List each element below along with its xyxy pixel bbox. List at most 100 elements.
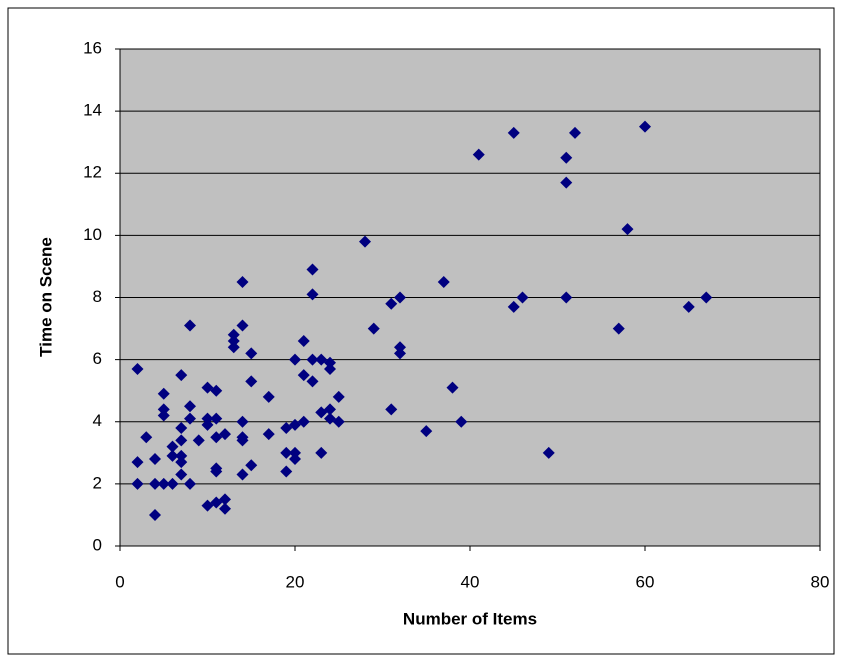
point — [324, 403, 336, 416]
point — [210, 384, 223, 397]
x-tick-label: 60 — [636, 572, 655, 591]
point — [516, 291, 529, 304]
point — [306, 353, 319, 366]
point — [210, 465, 223, 478]
point — [236, 468, 249, 481]
point — [385, 297, 398, 310]
point — [437, 275, 450, 288]
point — [227, 341, 240, 354]
point — [682, 300, 695, 313]
point — [332, 390, 345, 403]
point — [639, 120, 651, 133]
point — [219, 493, 231, 506]
point — [157, 403, 170, 416]
x-tick-label: 20 — [286, 572, 305, 591]
point — [157, 409, 170, 422]
point — [149, 477, 161, 490]
point — [289, 453, 301, 466]
point — [280, 446, 293, 459]
point — [227, 328, 240, 341]
point — [245, 375, 258, 388]
point — [227, 334, 240, 347]
y-axis-title: Time on Scene — [36, 237, 55, 357]
point — [324, 356, 336, 369]
point — [280, 465, 293, 478]
point — [175, 468, 188, 481]
point — [140, 431, 153, 444]
point — [569, 126, 581, 139]
point — [245, 347, 258, 360]
point — [297, 415, 310, 428]
y-tick-label: 4 — [93, 411, 102, 430]
x-axis-title: Number of Items — [403, 609, 537, 628]
point — [236, 319, 249, 332]
point — [166, 449, 179, 462]
point — [297, 334, 310, 347]
point — [184, 477, 196, 490]
point — [184, 412, 196, 425]
y-tick-label: 6 — [93, 349, 102, 368]
point — [149, 508, 161, 521]
point — [472, 148, 485, 161]
point — [184, 400, 196, 413]
point — [289, 353, 301, 366]
point — [306, 288, 319, 301]
point — [385, 403, 398, 416]
y-tick-label: 12 — [83, 163, 102, 182]
point — [166, 440, 179, 453]
x-tick-label: 0 — [115, 572, 124, 591]
point — [420, 425, 433, 438]
point — [315, 446, 328, 459]
point — [131, 477, 144, 490]
point — [324, 362, 336, 375]
point — [394, 347, 406, 360]
point — [184, 319, 196, 332]
x-tick-label: 40 — [461, 572, 480, 591]
point — [262, 390, 275, 403]
point — [359, 235, 371, 248]
point — [560, 151, 573, 164]
point — [306, 375, 319, 388]
point — [612, 322, 625, 335]
point — [131, 456, 144, 469]
point — [175, 456, 188, 469]
y-tick-label: 16 — [83, 38, 102, 57]
point — [175, 369, 188, 382]
point — [210, 412, 223, 425]
point — [175, 421, 188, 434]
point — [262, 428, 275, 441]
point — [560, 291, 573, 304]
point — [507, 300, 520, 313]
point — [236, 434, 249, 447]
x-tick-label: 80 — [811, 572, 830, 591]
point — [455, 415, 468, 428]
point — [394, 341, 406, 354]
point — [192, 434, 205, 447]
point — [131, 362, 144, 375]
point — [289, 446, 301, 459]
point — [201, 412, 214, 425]
point — [245, 459, 258, 472]
point — [166, 477, 179, 490]
point — [236, 415, 249, 428]
point — [175, 434, 188, 447]
y-tick-label: 2 — [93, 473, 102, 492]
y-tick-label: 10 — [83, 225, 102, 244]
point — [332, 415, 345, 428]
point — [201, 418, 214, 431]
point — [149, 453, 161, 466]
point — [446, 381, 459, 394]
y-tick-label: 14 — [83, 101, 102, 120]
point — [507, 126, 520, 139]
point — [157, 477, 170, 490]
point — [306, 263, 319, 276]
point — [297, 369, 310, 382]
point — [394, 291, 406, 304]
point — [700, 291, 713, 304]
point — [175, 449, 188, 462]
y-tick-label: 0 — [93, 535, 102, 554]
point — [219, 428, 231, 441]
point — [542, 446, 555, 459]
point — [219, 502, 231, 515]
